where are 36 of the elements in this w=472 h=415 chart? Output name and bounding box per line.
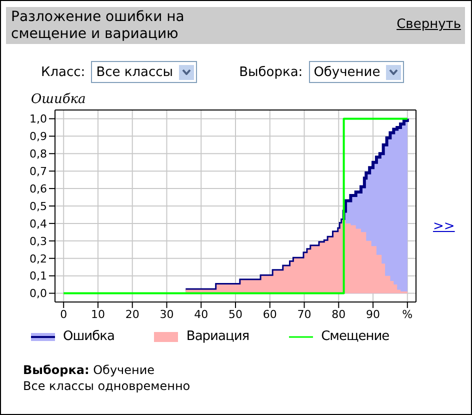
legend-label: Вариация — [186, 329, 250, 344]
text: Свернуть — [396, 17, 461, 32]
x-tick-label: % — [402, 308, 413, 321]
chart-title: Разложение ошибки на смещение и вариацию — [11, 9, 186, 43]
y-tick-label: 0,4 — [30, 217, 47, 230]
y-tick-label: 1,0 — [30, 112, 47, 126]
text: Класс: — [41, 64, 86, 80]
x-tick-label: 10 — [90, 308, 105, 321]
text: >> — [433, 219, 455, 234]
y-tick-label: 0,3 — [30, 234, 47, 248]
x-tick-label: 40 — [194, 308, 208, 321]
x-tick-label: 90 — [366, 308, 380, 321]
x-tick-label: 80 — [332, 308, 346, 321]
y-tick-label: 0,0 — [30, 287, 47, 300]
legend-label: Смещение — [321, 329, 390, 344]
x-tick-label: 60 — [262, 308, 277, 321]
y-tick-label: 0,6 — [30, 182, 47, 196]
x-tick-label: 70 — [297, 308, 312, 321]
y-tick-label: 0,1 — [30, 270, 47, 283]
y-axis-title: Ошибка — [31, 92, 86, 107]
text: Все классы одновременно — [23, 378, 190, 394]
text: Выборка: — [239, 64, 303, 80]
x-tick-label: 0 — [60, 308, 68, 321]
y-tick-label: 0,9 — [30, 130, 47, 144]
x-tick-label: 50 — [228, 308, 242, 321]
text: Выборка: — [23, 363, 90, 377]
class-dropdown: Все классы — [91, 61, 198, 83]
y-tick-label: 0,7 — [30, 164, 47, 178]
y-tick-label: 0,5 — [30, 200, 47, 213]
text: Обучение — [93, 363, 155, 377]
sample-dropdown: Обучение — [308, 61, 404, 83]
legend-label: Ошибка — [63, 329, 114, 344]
x-tick-label: 30 — [160, 308, 174, 321]
y-tick-label: 0,8 — [30, 148, 47, 161]
x-tick-label: 20 — [125, 308, 140, 321]
y-tick-label: 0,2 — [30, 252, 47, 266]
